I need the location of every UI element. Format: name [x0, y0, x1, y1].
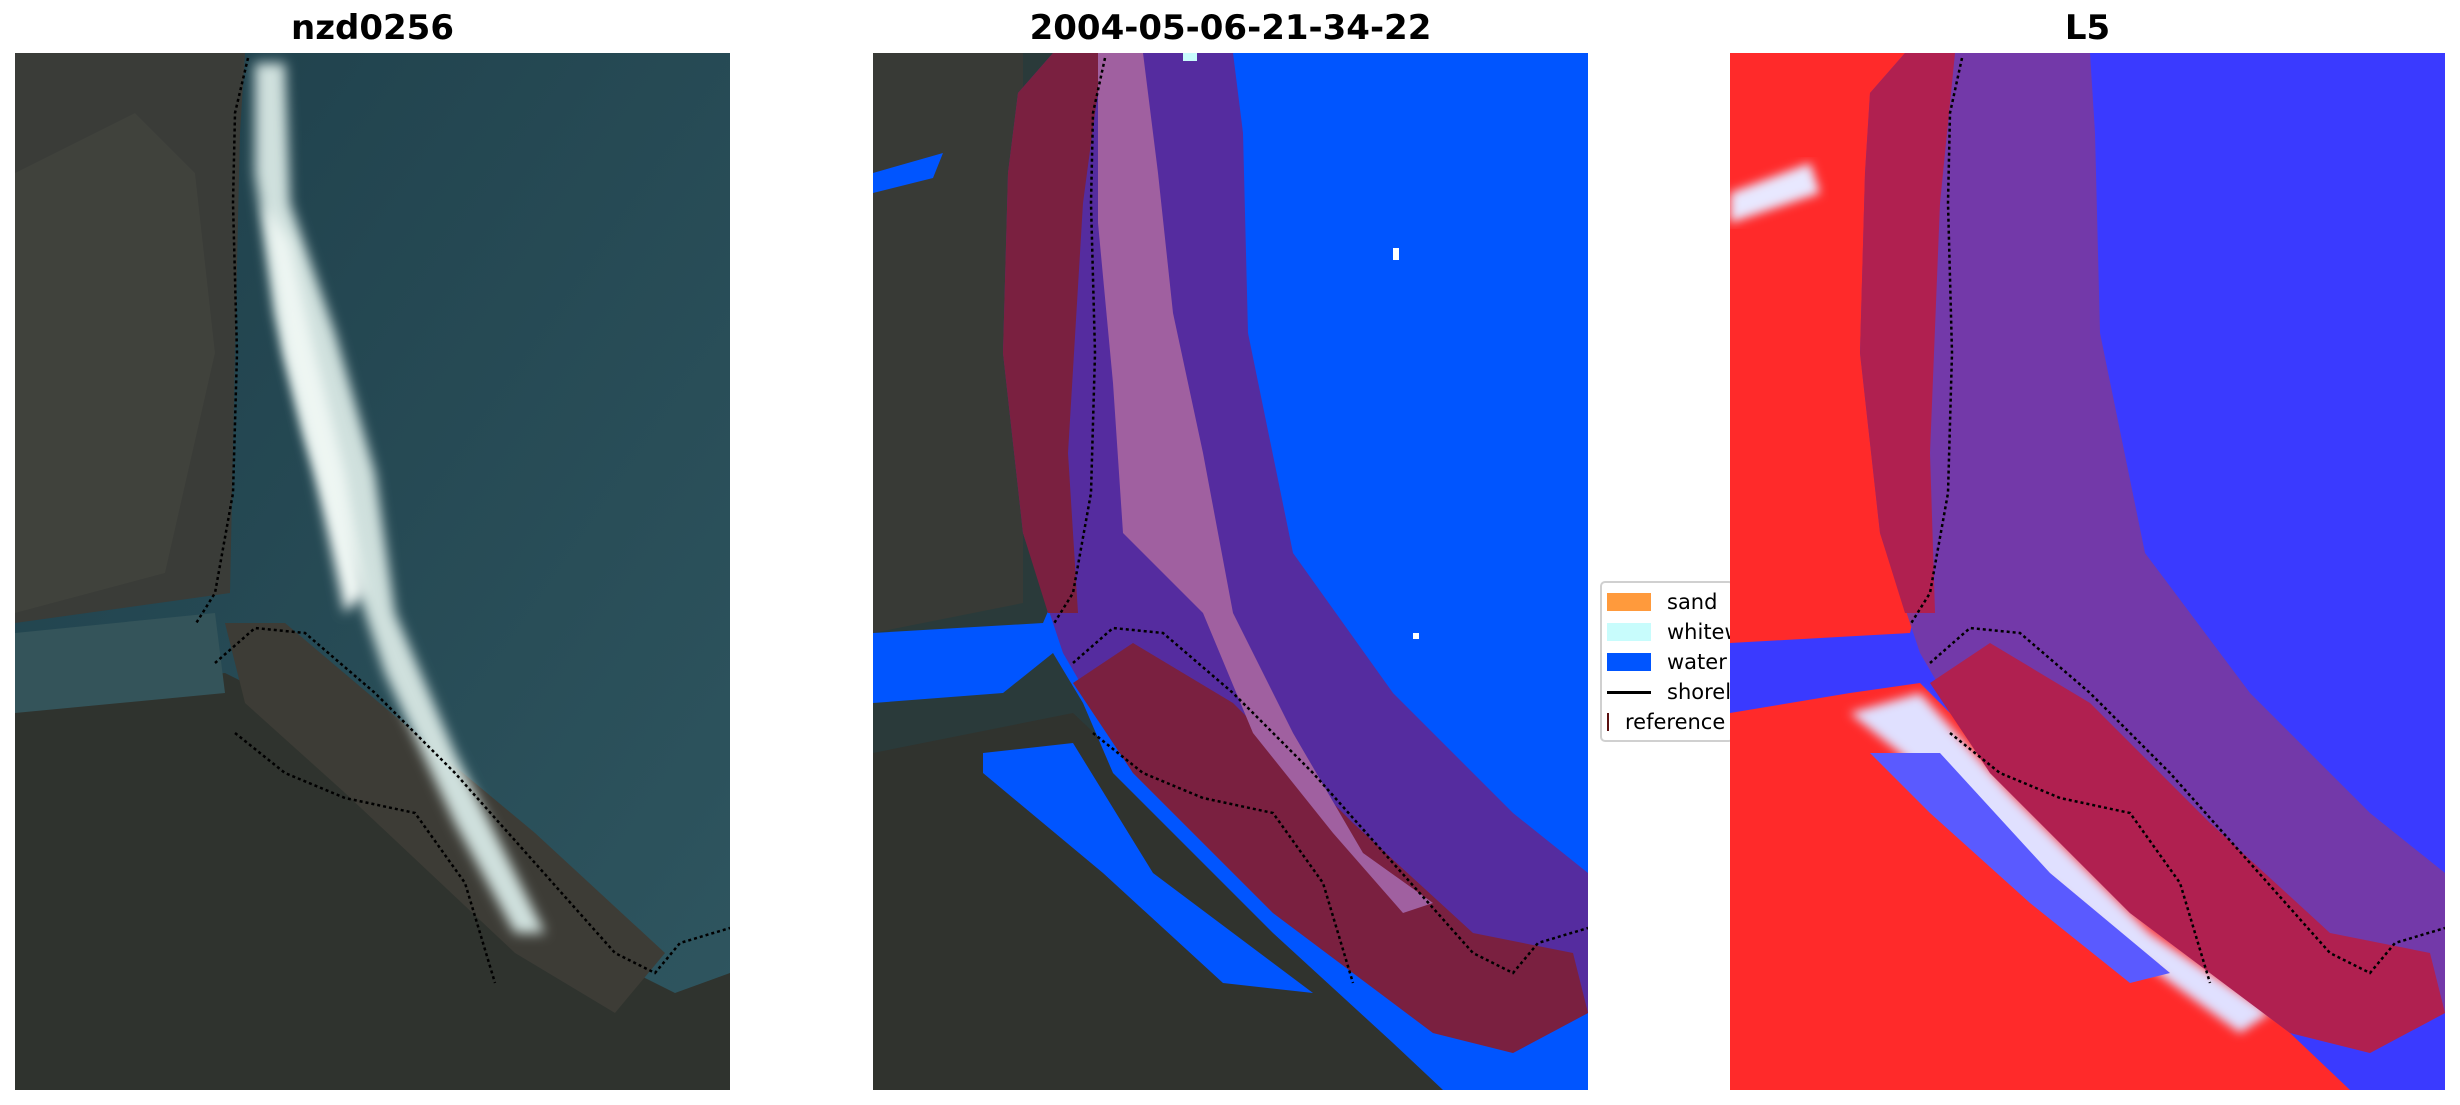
index-panel: [1730, 53, 2445, 1090]
panel-title-classification: 2004-05-06-21-34-22: [1029, 8, 1432, 48]
legend-swatch-sand: [1607, 593, 1651, 611]
legend-item-sand: sand: [1602, 588, 1732, 616]
classification-panel: [873, 53, 1588, 1090]
classification-image: [873, 53, 1588, 1090]
legend-label: shoreline: [1667, 680, 1732, 704]
legend-line-shoreline: [1607, 690, 1651, 694]
panel-title-index: L5: [2064, 8, 2111, 48]
satellite-image: [15, 53, 730, 1090]
legend-label: sand: [1667, 590, 1718, 614]
legend-swatch-reference: [1607, 713, 1609, 731]
legend-item-reference: reference shoreline buffer: [1602, 708, 1732, 736]
legend-swatch-water: [1607, 653, 1651, 671]
legend-label: water: [1667, 650, 1727, 674]
legend-swatch-whitewater: [1607, 623, 1651, 641]
index-image: [1730, 53, 2445, 1090]
legend-item-water: water: [1602, 648, 1732, 676]
panel-title-satellite: nzd0256: [291, 8, 454, 48]
legend-item-shoreline: shoreline: [1602, 678, 1732, 706]
satellite-image-panel: [15, 53, 730, 1090]
legend-label: reference shoreline buffer: [1625, 710, 1732, 734]
